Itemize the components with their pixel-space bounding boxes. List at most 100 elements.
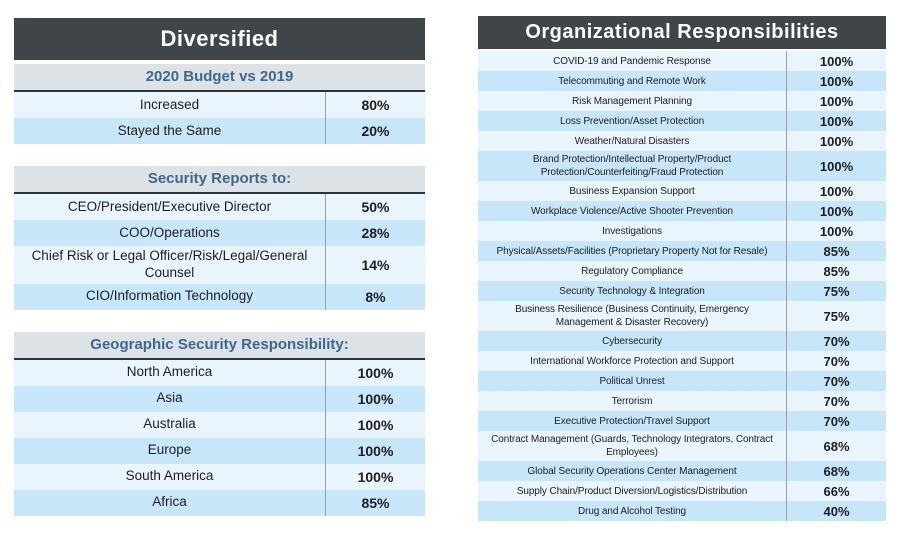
- row-value: 100%: [357, 442, 394, 459]
- organizational-responsibilities-rows: COVID-19 and Pandemic Response 100% Tele…: [478, 51, 886, 521]
- table-row: South America 100%: [14, 463, 425, 490]
- table-row: Supply Chain/Product Diversion/Logistics…: [478, 481, 886, 501]
- row-label: Increased: [14, 92, 326, 118]
- row-value: 100%: [357, 364, 394, 381]
- row-label: International Workforce Protection and S…: [478, 351, 787, 371]
- security-reports-rows: CEO/President/Executive Director 50% COO…: [14, 194, 425, 310]
- table-row: Brand Protection/Intellectual Property/P…: [478, 151, 886, 181]
- row-value: 20%: [361, 123, 390, 139]
- table-row: Increased 80%: [14, 92, 425, 118]
- row-label: Terrorism: [478, 391, 787, 411]
- table-row: CEO/President/Executive Director 50%: [14, 194, 425, 220]
- row-label: Cybersecurity: [478, 331, 787, 351]
- row-label: Business Expansion Support: [478, 181, 787, 201]
- table-row: CIO/Information Technology 8%: [14, 283, 425, 310]
- row-label: Supply Chain/Product Diversion/Logistics…: [478, 481, 787, 501]
- table-row: Weather/Natural Disasters 100%: [478, 131, 886, 151]
- row-value: 100%: [819, 113, 854, 129]
- table-row: Regulatory Compliance 85%: [478, 261, 886, 281]
- row-label: COVID-19 and Pandemic Response: [478, 51, 787, 71]
- row-value: 28%: [361, 225, 390, 241]
- row-label: Risk Management Planning: [478, 91, 787, 111]
- table-row: Business Resilience (Business Continuity…: [478, 301, 886, 331]
- table-row: Business Expansion Support 100%: [478, 181, 886, 201]
- row-label: Africa: [14, 489, 326, 516]
- row-value: 14%: [361, 256, 390, 273]
- row-value: 100%: [819, 158, 854, 174]
- row-value: 100%: [819, 93, 854, 109]
- table-row: COVID-19 and Pandemic Response 100%: [478, 51, 886, 71]
- table-row: COO/Operations 28%: [14, 220, 425, 246]
- row-value: 68%: [823, 463, 850, 479]
- row-label: Political Unrest: [478, 371, 787, 391]
- row-label: Security Technology & Integration: [478, 281, 787, 301]
- table-row: International Workforce Protection and S…: [478, 351, 886, 371]
- row-value: 100%: [819, 223, 854, 239]
- row-value: 70%: [823, 413, 850, 429]
- geographic-section-header: Geographic Security Responsibility:: [14, 331, 425, 360]
- table-row: Executive Protection/Travel Support 70%: [478, 411, 886, 431]
- row-label: Global Security Operations Center Manage…: [478, 461, 787, 481]
- row-value: 70%: [823, 353, 850, 369]
- row-value: 85%: [823, 243, 850, 259]
- table-row: Africa 85%: [14, 489, 425, 516]
- section-geographic-responsibility: Geographic Security Responsibility: Nort…: [14, 331, 425, 516]
- row-label: North America: [14, 359, 326, 386]
- row-value: 100%: [819, 73, 854, 89]
- table-row: Australia 100%: [14, 411, 425, 438]
- row-value: 70%: [823, 333, 850, 349]
- row-value: 100%: [819, 203, 854, 219]
- row-label: Brand Protection/Intellectual Property/P…: [478, 151, 787, 181]
- row-value: 50%: [361, 199, 390, 215]
- table-row: Drug and Alcohol Testing 40%: [478, 501, 886, 521]
- organizational-responsibilities-title: Organizational Responsibilities: [478, 16, 886, 49]
- row-label: Contract Management (Guards, Technology …: [478, 431, 787, 461]
- table-row: Loss Prevention/Asset Protection 100%: [478, 111, 886, 131]
- row-label: Physical/Assets/Facilities (Proprietary …: [478, 241, 787, 261]
- row-value: 100%: [357, 390, 394, 407]
- row-label: Business Resilience (Business Continuity…: [478, 301, 787, 331]
- row-label: Loss Prevention/Asset Protection: [478, 111, 787, 131]
- table-row: Telecommuting and Remote Work 100%: [478, 71, 886, 91]
- row-value: 100%: [357, 416, 394, 433]
- row-value: 68%: [823, 438, 850, 454]
- row-label: Europe: [14, 437, 326, 464]
- row-value: 100%: [819, 133, 854, 149]
- row-value: 8%: [365, 288, 386, 305]
- row-label: Workplace Violence/Active Shooter Preven…: [478, 201, 787, 221]
- table-row: Political Unrest 70%: [478, 371, 886, 391]
- row-value: 100%: [819, 53, 854, 69]
- diversified-title: Diversified: [14, 18, 425, 60]
- row-label: Regulatory Compliance: [478, 261, 787, 281]
- row-value: 75%: [823, 283, 850, 299]
- table-row: Global Security Operations Center Manage…: [478, 461, 886, 481]
- table-row: Workplace Violence/Active Shooter Preven…: [478, 201, 886, 221]
- row-label: Weather/Natural Disasters: [478, 131, 787, 151]
- row-value: 40%: [823, 503, 850, 519]
- row-label: CEO/President/Executive Director: [14, 194, 326, 220]
- table-row: Europe 100%: [14, 437, 425, 464]
- row-value: 75%: [823, 308, 850, 324]
- row-value: 66%: [823, 483, 850, 499]
- row-label: Drug and Alcohol Testing: [478, 501, 787, 521]
- row-label: Telecommuting and Remote Work: [478, 71, 787, 91]
- row-label: Executive Protection/Travel Support: [478, 411, 787, 431]
- section-security-reports: Security Reports to: CEO/President/Execu…: [14, 166, 425, 310]
- row-label: South America: [14, 463, 326, 490]
- row-label: CIO/Information Technology: [14, 283, 326, 310]
- row-value: 100%: [819, 183, 854, 199]
- table-row: North America 100%: [14, 359, 425, 386]
- table-row: Asia 100%: [14, 385, 425, 412]
- geographic-rows: North America 100% Asia 100% Australia 1…: [14, 359, 425, 516]
- diversified-table: Diversified 2020 Budget vs 2019 Increase…: [14, 18, 425, 516]
- row-value: 70%: [823, 373, 850, 389]
- table-row: Cybersecurity 70%: [478, 331, 886, 351]
- table-row: Contract Management (Guards, Technology …: [478, 431, 886, 461]
- row-label: Australia: [14, 411, 326, 438]
- budget-rows: Increased 80% Stayed the Same 20%: [14, 92, 425, 144]
- row-label: COO/Operations: [14, 220, 326, 246]
- row-label: Asia: [14, 385, 326, 412]
- row-label: Investigations: [478, 221, 787, 241]
- security-reports-section-header: Security Reports to:: [14, 166, 425, 194]
- table-row: Investigations 100%: [478, 221, 886, 241]
